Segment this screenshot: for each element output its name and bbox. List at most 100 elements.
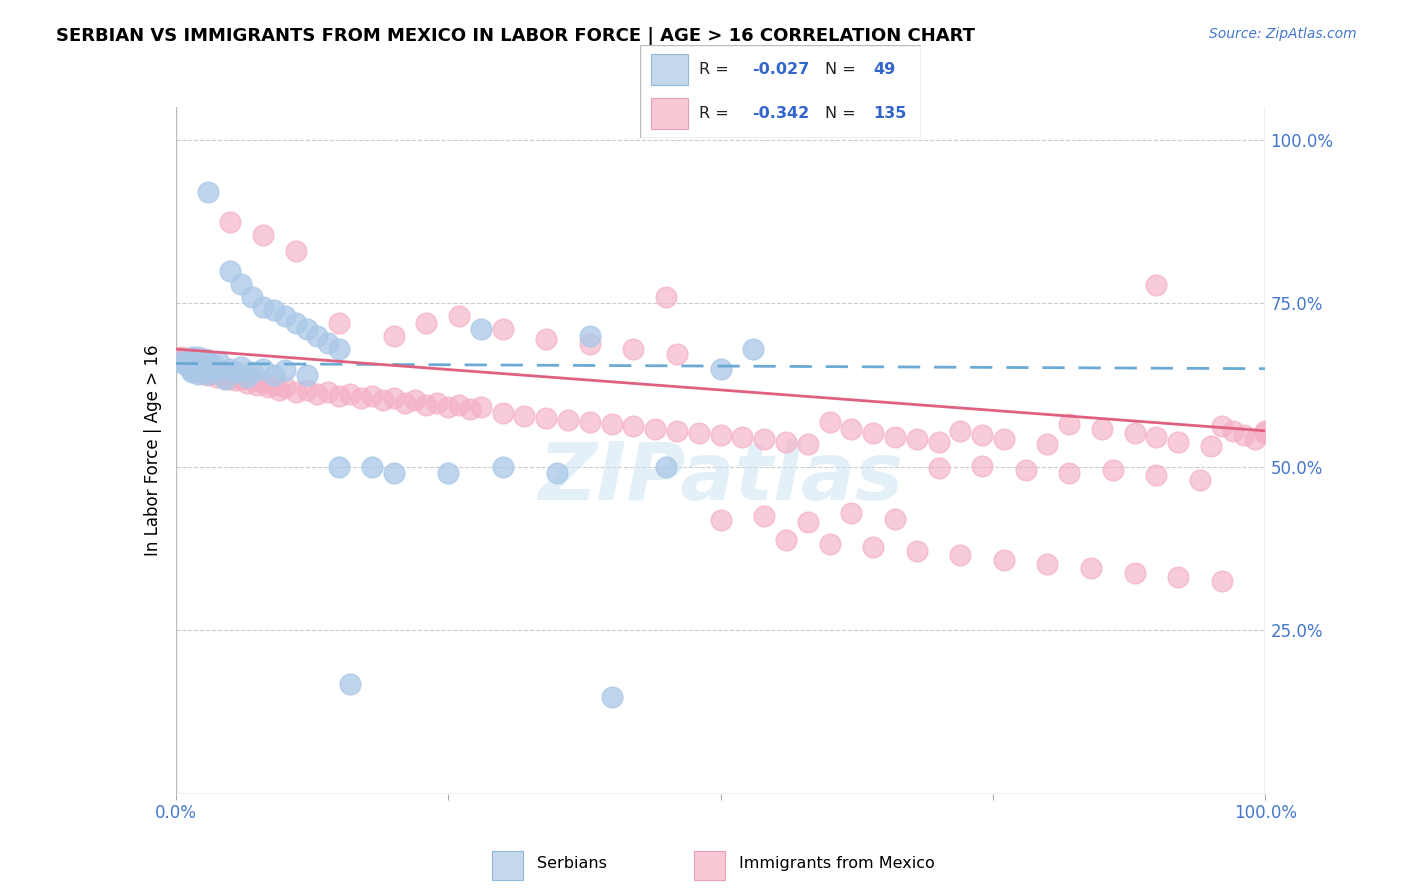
FancyBboxPatch shape: [695, 851, 725, 880]
Point: [666, 424, 689, 438]
Point: [600, 417, 623, 432]
Point: [775, 533, 797, 547]
Point: [470, 400, 492, 414]
Point: [186, 359, 208, 373]
Point: [172, 354, 194, 368]
Point: [1036, 557, 1059, 571]
Point: [252, 227, 274, 242]
Point: [644, 422, 666, 436]
Point: [240, 290, 263, 304]
Point: [318, 384, 340, 399]
Point: [202, 363, 225, 377]
Point: [328, 316, 350, 330]
Text: -0.342: -0.342: [752, 106, 810, 121]
Point: [195, 359, 218, 373]
Point: [208, 355, 231, 369]
Point: [194, 363, 217, 377]
Point: [208, 365, 231, 379]
Point: [174, 355, 197, 369]
Point: [1144, 430, 1167, 444]
Point: [710, 361, 733, 376]
Point: [274, 310, 297, 324]
Point: [184, 355, 207, 369]
Point: [928, 434, 950, 449]
Point: [269, 383, 291, 397]
Point: [184, 361, 207, 376]
Point: [176, 359, 198, 373]
Point: [205, 369, 228, 384]
Point: [170, 350, 193, 364]
Point: [1144, 277, 1167, 292]
Point: [195, 359, 218, 373]
Text: N =: N =: [825, 106, 862, 121]
Point: [993, 552, 1015, 566]
Point: [225, 374, 247, 388]
Point: [1080, 561, 1102, 575]
Point: [235, 369, 257, 384]
Point: [274, 363, 297, 377]
Text: Immigrants from Mexico: Immigrants from Mexico: [740, 856, 935, 871]
Point: [1091, 422, 1114, 436]
Point: [187, 356, 209, 370]
Point: [183, 355, 205, 369]
Point: [905, 543, 928, 558]
Point: [179, 361, 201, 376]
Text: SERBIAN VS IMMIGRANTS FROM MEXICO IN LABOR FORCE | AGE > 16 CORRELATION CHART: SERBIAN VS IMMIGRANTS FROM MEXICO IN LAB…: [56, 27, 976, 45]
Point: [1123, 566, 1146, 580]
Point: [191, 365, 214, 379]
Point: [710, 428, 733, 442]
Text: -0.027: -0.027: [752, 62, 810, 78]
Point: [1057, 417, 1080, 432]
Point: [214, 369, 236, 384]
Point: [177, 354, 200, 368]
Point: [405, 393, 427, 408]
FancyBboxPatch shape: [640, 45, 921, 138]
Point: [437, 400, 460, 414]
Point: [1243, 433, 1265, 447]
Point: [197, 368, 219, 383]
Point: [186, 356, 208, 370]
Point: [181, 351, 204, 366]
Point: [426, 395, 449, 409]
Point: [970, 458, 993, 473]
Point: [415, 398, 437, 412]
Point: [181, 350, 204, 364]
Point: [211, 368, 233, 383]
Point: [318, 335, 340, 350]
Point: [219, 361, 242, 376]
Point: [600, 690, 623, 704]
Point: [339, 386, 361, 401]
Point: [179, 359, 201, 373]
Point: [1057, 467, 1080, 481]
Point: [796, 516, 818, 530]
Point: [1015, 463, 1038, 477]
Point: [862, 425, 884, 440]
Point: [1254, 424, 1277, 438]
Point: [284, 316, 307, 330]
Point: [194, 367, 217, 381]
Point: [1232, 428, 1256, 442]
Point: [1036, 437, 1059, 451]
Point: [754, 433, 776, 447]
Text: ZIPatlas: ZIPatlas: [538, 439, 903, 517]
Point: [1222, 424, 1244, 438]
Point: [841, 422, 863, 436]
Point: [284, 244, 307, 258]
Point: [231, 371, 253, 385]
Point: [579, 336, 602, 351]
Point: [200, 365, 222, 379]
Point: [1167, 570, 1189, 584]
Text: R =: R =: [699, 62, 734, 78]
Point: [191, 365, 214, 379]
Point: [193, 355, 215, 369]
Point: [202, 359, 225, 373]
Point: [188, 363, 211, 377]
Point: [205, 363, 228, 377]
Point: [173, 351, 195, 366]
Point: [307, 386, 329, 401]
Point: [492, 322, 515, 336]
Point: [191, 356, 214, 370]
Point: [470, 322, 492, 336]
Point: [492, 406, 515, 420]
Point: [252, 376, 274, 390]
